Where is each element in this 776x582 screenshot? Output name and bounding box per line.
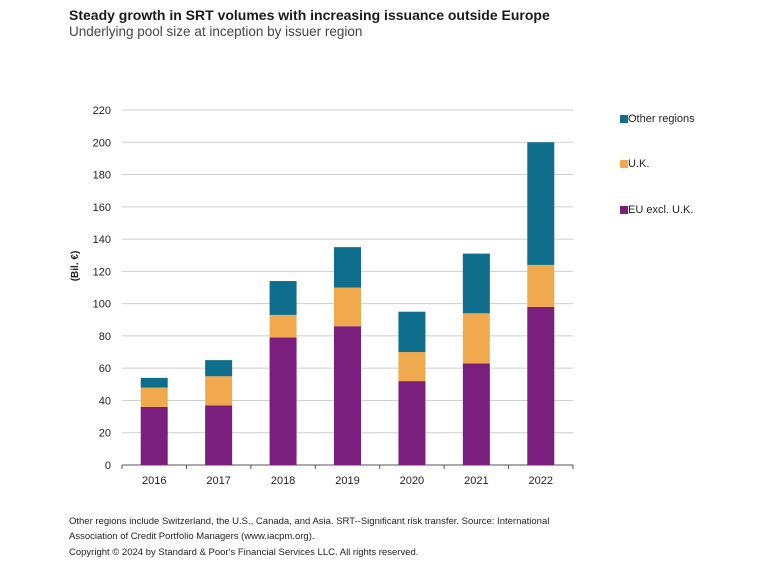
copyright-notice: Copyright © 2024 by Standard & Poor's Fi… bbox=[69, 547, 419, 558]
chart-title: Steady growth in SRT volumes with increa… bbox=[69, 7, 550, 23]
bar-2021-eu-excl-u-k bbox=[462, 363, 490, 465]
y-tick-label-100: 100 bbox=[93, 299, 111, 311]
bar-2020-u-k bbox=[398, 352, 426, 382]
bar-2019-eu-excl-u-k bbox=[334, 326, 361, 465]
x-tick-label-2019: 2019 bbox=[335, 475, 359, 487]
y-tick-label-220: 220 bbox=[93, 105, 111, 117]
bar-2016-eu-excl-u-k bbox=[140, 406, 168, 465]
y-tick-label-180: 180 bbox=[93, 170, 111, 182]
bar-2016-other-regions bbox=[140, 377, 168, 388]
bar-2017-other-regions bbox=[205, 360, 233, 377]
y-tick-label-60: 60 bbox=[99, 363, 111, 375]
x-tick-label-2018: 2018 bbox=[271, 475, 295, 487]
bar-2017-u-k bbox=[205, 376, 233, 406]
legend-swatch-other-regions bbox=[620, 115, 628, 123]
x-tick-label-2022: 2022 bbox=[529, 475, 553, 487]
bar-2022-other-regions bbox=[527, 142, 555, 265]
x-tick-label-2016: 2016 bbox=[142, 475, 166, 487]
bar-2022-eu-excl-u-k bbox=[527, 306, 555, 465]
bar-2016-u-k bbox=[140, 387, 168, 407]
bar-2017-eu-excl-u-k bbox=[205, 405, 233, 465]
legend-swatch-uk bbox=[620, 160, 628, 168]
bar-2021-u-k bbox=[462, 313, 490, 364]
legend-label-uk: U.K. bbox=[628, 158, 650, 170]
footnote-line-2: Association of Credit Portfolio Managers… bbox=[69, 531, 315, 542]
legend-label-other-regions: Other regions bbox=[628, 113, 695, 125]
y-tick-label-20: 20 bbox=[99, 428, 111, 440]
x-tick-label-2017: 2017 bbox=[206, 475, 230, 487]
bar-2018-other-regions bbox=[269, 281, 297, 315]
footnote-line-1: Other regions include Switzerland, the U… bbox=[69, 516, 550, 527]
bar-2018-eu-excl-u-k bbox=[269, 337, 297, 465]
bar-2021-other-regions bbox=[462, 253, 490, 314]
y-tick-label-80: 80 bbox=[99, 331, 111, 343]
bar-2019-other-regions bbox=[334, 247, 361, 288]
y-tick-label-160: 160 bbox=[93, 202, 111, 214]
legend-swatch-eu-excl-uk bbox=[620, 206, 628, 214]
bar-2020-eu-excl-u-k bbox=[398, 381, 426, 465]
y-tick-label-140: 140 bbox=[93, 234, 111, 246]
bar-2019-u-k bbox=[334, 287, 361, 327]
y-tick-label-200: 200 bbox=[93, 137, 111, 149]
y-tick-label-0: 0 bbox=[105, 460, 111, 472]
bar-2018-u-k bbox=[269, 314, 297, 338]
bar-2020-other-regions bbox=[398, 311, 426, 353]
y-tick-label-40: 40 bbox=[99, 395, 111, 407]
x-tick-label-2021: 2021 bbox=[464, 475, 488, 487]
chart-subtitle: Underlying pool size at inception by iss… bbox=[69, 24, 363, 39]
x-tick-label-2020: 2020 bbox=[400, 475, 424, 487]
bar-2022-u-k bbox=[527, 264, 555, 307]
legend-label-eu-excl-uk: EU excl. U.K. bbox=[628, 204, 694, 216]
y-axis-label: (Bil. €) bbox=[70, 251, 81, 282]
y-tick-label-120: 120 bbox=[93, 266, 111, 278]
